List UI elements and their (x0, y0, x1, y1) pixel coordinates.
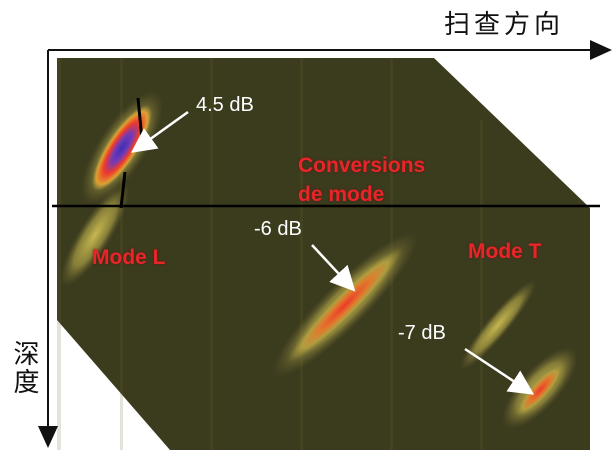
arrow-minus7db (464, 347, 535, 395)
label-conversions: Conversions (298, 154, 426, 177)
label-minus7db: -7 dB (398, 322, 446, 344)
depth-label: 深度 (9, 340, 39, 396)
echo-mode-l-lower (60, 183, 130, 287)
scan-field (57, 58, 590, 450)
arrow-minus6db (311, 244, 356, 292)
scan-direction-label: 扫查方向 (444, 10, 565, 40)
echo-mode-l-peak (92, 105, 152, 191)
label-mode-t: Mode T (468, 240, 542, 263)
echo-minus7 (516, 364, 564, 416)
echo-mode-t-upper (459, 280, 537, 370)
arrow-4-5db (130, 110, 189, 153)
echo-minus6 (287, 247, 403, 363)
label-de-mode: de mode (298, 183, 385, 206)
label-mode-l: Mode L (92, 246, 166, 269)
marker-line-lower (119, 171, 127, 209)
label-minus6db: -6 dB (254, 218, 302, 240)
label-4-5db: 4.5 dB (196, 94, 254, 116)
